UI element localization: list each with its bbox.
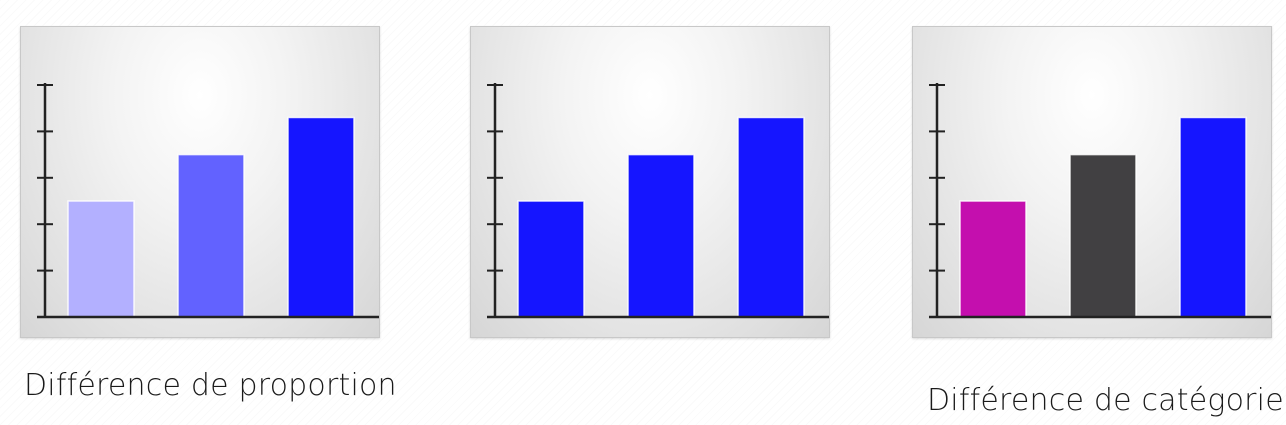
caption-proportion-difference: Différence de proportion: [24, 368, 397, 403]
bar-2: [177, 153, 245, 318]
bar-chart-category: [929, 83, 1271, 319]
bar-2: [627, 153, 695, 318]
bar-3: [1179, 116, 1247, 318]
caption-category-difference: Différence de catégorie: [927, 383, 1284, 418]
chart-panel-proportion: [20, 26, 380, 338]
bar-1: [517, 200, 585, 318]
bar-3: [287, 116, 355, 318]
bar-1: [959, 200, 1027, 318]
chart-panel-category: [912, 26, 1272, 338]
bar-1: [67, 200, 135, 318]
bar-chart-proportion: [37, 83, 379, 319]
chart-panel-uniform: [470, 26, 830, 338]
bar-2: [1069, 153, 1137, 318]
bar-chart-uniform: [487, 83, 829, 319]
bar-3: [737, 116, 805, 318]
